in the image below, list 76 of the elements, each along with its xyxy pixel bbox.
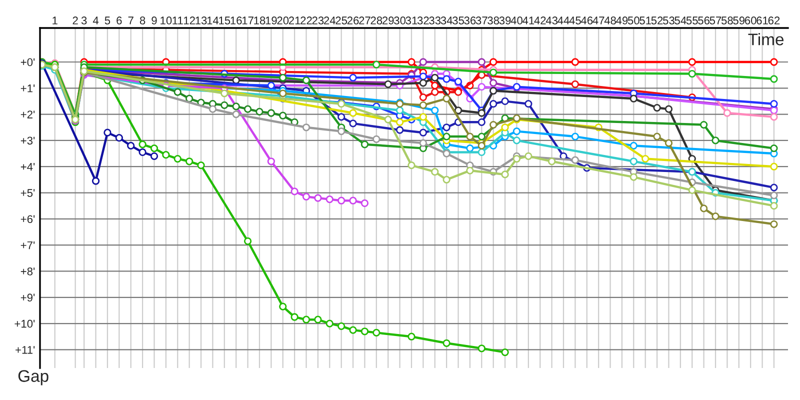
x-tick-label: 33 bbox=[429, 16, 441, 24]
x-tick-label: 34 bbox=[440, 16, 452, 24]
x-tick-label: 14 bbox=[207, 16, 219, 24]
x-tick-label: 48 bbox=[604, 16, 616, 24]
x-tick-label: 56 bbox=[698, 16, 710, 24]
x-tick-label: 20 bbox=[277, 16, 289, 24]
x-tick-label: 25 bbox=[336, 16, 348, 24]
x-tick-label: 11 bbox=[172, 16, 183, 24]
x-tick-label: 24 bbox=[324, 16, 336, 24]
x-tick-label: 12 bbox=[184, 16, 195, 24]
x-tick-label: 26 bbox=[347, 16, 359, 24]
y-tick-label: +11' bbox=[16, 346, 35, 354]
x-tick-label: 28 bbox=[370, 16, 382, 24]
x-tick-label: 50 bbox=[628, 16, 640, 24]
y-axis-title: Gap bbox=[18, 370, 48, 386]
x-tick-label: 38 bbox=[488, 16, 500, 24]
x-tick-label: 62 bbox=[768, 16, 780, 24]
x-tick-label: 30 bbox=[394, 16, 406, 24]
x-tick-label: 3 bbox=[81, 16, 87, 24]
x-tick-label: 13 bbox=[196, 16, 207, 24]
x-tick-label: 51 bbox=[640, 16, 651, 24]
x-tick-label: 21 bbox=[288, 16, 300, 24]
x-tick-label: 10 bbox=[160, 16, 172, 24]
y-tick-label: +10' bbox=[14, 320, 35, 328]
x-tick-label: 32 bbox=[417, 16, 429, 24]
x-tick-label: 5 bbox=[104, 16, 110, 24]
x-tick-label: 59 bbox=[733, 16, 745, 24]
x-tick-label: 6 bbox=[116, 16, 122, 24]
x-tick-label: 46 bbox=[580, 16, 593, 24]
x-tick-label: 47 bbox=[592, 16, 604, 24]
x-tick-label: 36 bbox=[464, 16, 476, 24]
y-tick-label: +0' bbox=[20, 58, 35, 66]
y-tick-label: +6' bbox=[20, 215, 35, 224]
x-tick-label: 15 bbox=[219, 16, 230, 24]
x-tick-label: 52 bbox=[651, 16, 663, 24]
x-tick-label: 7 bbox=[128, 16, 134, 24]
y-tick-label: +9' bbox=[20, 294, 35, 302]
x-tick-label: 61 bbox=[756, 16, 768, 24]
x-tick-label: 43 bbox=[546, 16, 558, 24]
x-tick-label: 4 bbox=[92, 16, 99, 24]
y-tick-label: +8' bbox=[20, 268, 35, 276]
x-tick-label: 8 bbox=[140, 16, 146, 24]
x-tick-label: 49 bbox=[616, 16, 628, 24]
x-tick-label: 16 bbox=[230, 16, 242, 24]
y-tick-label: +4' bbox=[20, 162, 35, 171]
y-tick-label: +3' bbox=[20, 136, 35, 145]
x-tick-label: 31 bbox=[406, 16, 418, 24]
x-tick-label: 53 bbox=[662, 16, 674, 24]
y-tick-label: +2' bbox=[20, 110, 35, 118]
x-tick-label: 29 bbox=[382, 16, 394, 24]
x-tick-label: 23 bbox=[312, 16, 324, 24]
y-tick-label: +7' bbox=[20, 241, 35, 250]
x-tick-label: 54 bbox=[674, 16, 686, 24]
y-tick-label: +1' bbox=[20, 84, 35, 92]
x-tick-label: 19 bbox=[266, 16, 277, 24]
x-tick-label: 57 bbox=[710, 16, 722, 24]
x-tick-label: 41 bbox=[522, 16, 534, 24]
x-tick-label: 2 bbox=[72, 16, 78, 24]
x-tick-label: 60 bbox=[744, 16, 756, 24]
x-tick-label: 37 bbox=[476, 16, 488, 24]
x-tick-label: 39 bbox=[499, 16, 511, 24]
x-tick-label: 18 bbox=[254, 16, 266, 24]
x-tick-label: 22 bbox=[300, 16, 312, 24]
x-tick-label: 55 bbox=[686, 16, 698, 24]
x-tick-label: 27 bbox=[359, 16, 370, 24]
x-axis-title: Time bbox=[748, 33, 784, 46]
x-tick-label: 17 bbox=[242, 16, 254, 24]
x-tick-label: 35 bbox=[452, 16, 464, 24]
x-tick-label: 9 bbox=[152, 16, 157, 24]
x-tick-label: 40 bbox=[510, 16, 522, 24]
x-tick-label: 58 bbox=[721, 16, 733, 24]
x-tick-label: 1 bbox=[52, 16, 58, 24]
y-tick-label: +5' bbox=[20, 189, 35, 197]
x-tick-label: 42 bbox=[534, 16, 546, 24]
x-tick-label: 44 bbox=[558, 16, 570, 24]
x-tick-label: 45 bbox=[569, 16, 581, 24]
